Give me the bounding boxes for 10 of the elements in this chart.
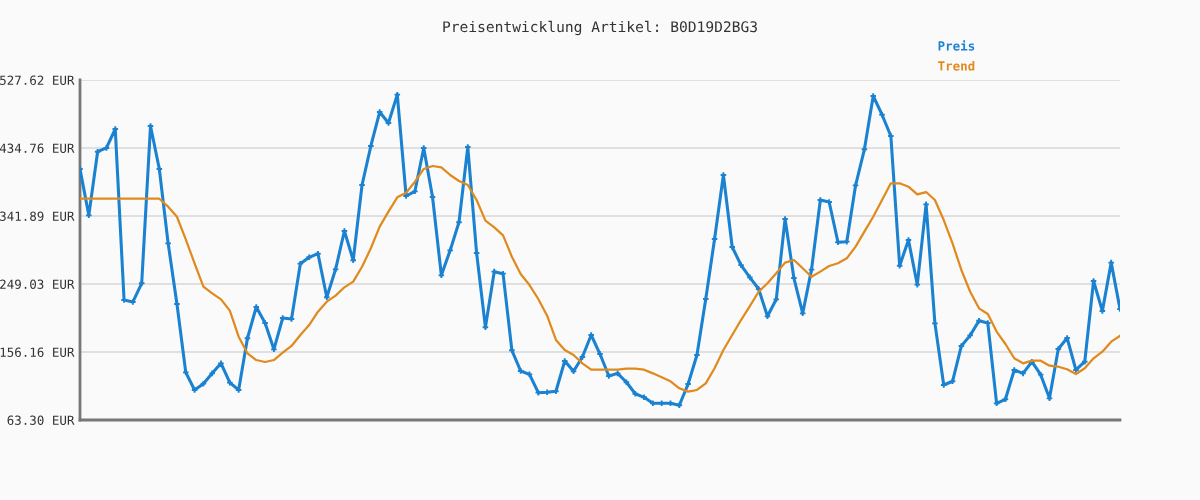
y-tick-label: 341.89 EUR — [0, 211, 75, 221]
chart-title: Preisentwicklung Artikel: B0D19D2BG3 — [443, 20, 757, 36]
y-tick-label: 527.62 EUR — [0, 75, 75, 85]
text: Trend — [938, 60, 975, 71]
y-tick-label: 434.76 EUR — [0, 143, 75, 153]
line-series — [80, 164, 1120, 393]
text: Preis — [938, 40, 975, 51]
y-tick-label: 63.30 EUR — [7, 415, 75, 425]
y-tick-label: 249.03 EUR — [0, 279, 75, 289]
y-tick-label: 156.16 EUR — [0, 347, 75, 357]
